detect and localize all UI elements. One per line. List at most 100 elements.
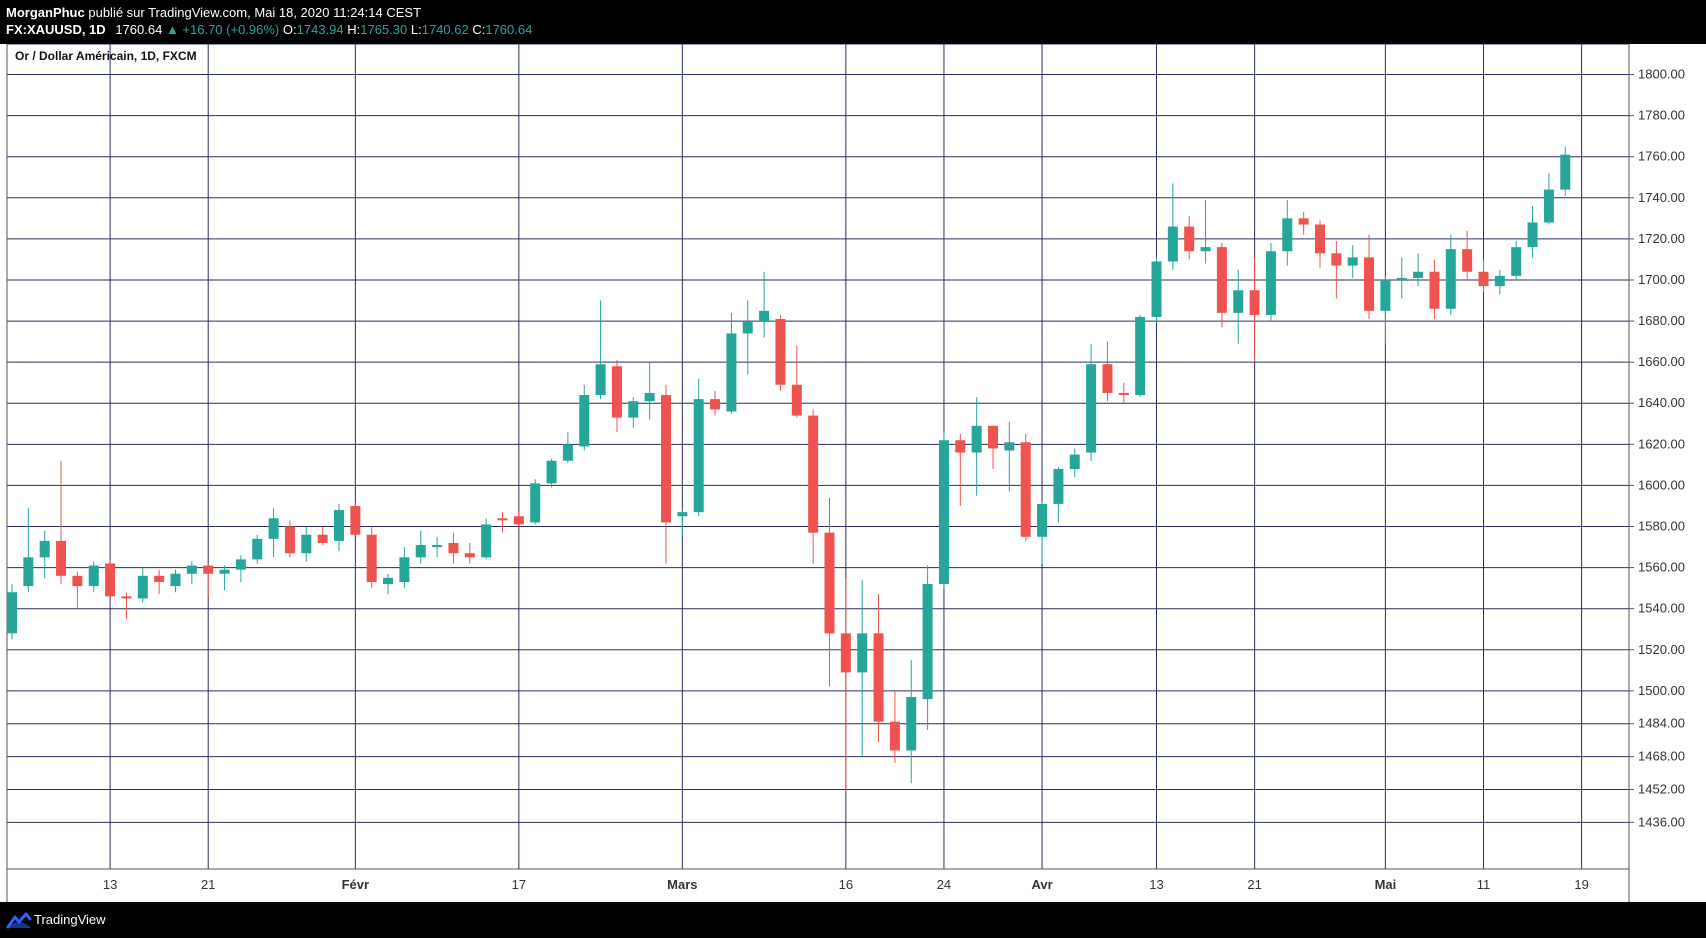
candle-up[interactable] xyxy=(481,524,492,558)
candle-up[interactable] xyxy=(170,573,181,587)
publisher-name[interactable]: MorganPhuc xyxy=(6,5,85,20)
candle-up[interactable] xyxy=(1494,275,1505,287)
candle-down[interactable] xyxy=(464,553,475,558)
tradingview-brand[interactable]: TradingView xyxy=(34,912,106,927)
candle-down[interactable] xyxy=(497,518,508,521)
candle-up[interactable] xyxy=(726,333,737,412)
candle-down[interactable] xyxy=(1102,364,1113,393)
candle-up[interactable] xyxy=(252,538,263,560)
candle-down[interactable] xyxy=(889,721,900,751)
candle-up[interactable] xyxy=(906,697,917,751)
candle-up[interactable] xyxy=(759,310,770,322)
candle-down[interactable] xyxy=(1184,226,1195,252)
candle-down[interactable] xyxy=(1364,257,1375,311)
candle-up[interactable] xyxy=(137,575,148,599)
candle-up[interactable] xyxy=(432,545,443,548)
candle-up[interactable] xyxy=(1151,261,1162,317)
candle-up[interactable] xyxy=(219,569,230,574)
candle-up[interactable] xyxy=(1380,279,1391,311)
candle-up[interactable] xyxy=(334,510,344,541)
candle-up[interactable] xyxy=(742,321,753,334)
candle-down[interactable] xyxy=(203,565,214,574)
candle-up[interactable] xyxy=(1527,222,1538,248)
candle-down[interactable] xyxy=(56,540,67,576)
candle-up[interactable] xyxy=(1511,247,1522,276)
candle-down[interactable] xyxy=(1478,271,1489,287)
candle-up[interactable] xyxy=(186,565,197,574)
candle-down[interactable] xyxy=(154,575,165,582)
candle-down[interactable] xyxy=(1331,253,1342,266)
candle-up[interactable] xyxy=(1347,257,1358,266)
candle-up[interactable] xyxy=(7,592,17,634)
candle-down[interactable] xyxy=(710,399,721,410)
candle-down[interactable] xyxy=(873,633,884,722)
symbol-name[interactable]: FX:XAUUSD, 1D xyxy=(6,22,106,37)
candle-up[interactable] xyxy=(693,399,704,513)
candle-up[interactable] xyxy=(301,534,312,554)
candle-down[interactable] xyxy=(611,366,622,418)
candle-up[interactable] xyxy=(1167,226,1178,262)
candle-down[interactable] xyxy=(955,440,966,453)
candle-down[interactable] xyxy=(105,563,116,597)
candle-down[interactable] xyxy=(1315,224,1325,254)
candle-up[interactable] xyxy=(1396,277,1407,280)
candle-down[interactable] xyxy=(121,596,132,599)
candle-up[interactable] xyxy=(1053,468,1064,504)
candle-down[interactable] xyxy=(824,532,835,634)
candle-up[interactable] xyxy=(922,584,933,700)
tradingview-logo-icon[interactable] xyxy=(6,911,32,929)
candle-up[interactable] xyxy=(1037,503,1048,537)
candle-down[interactable] xyxy=(1216,247,1227,313)
candle-up[interactable] xyxy=(595,364,606,396)
candle-up[interactable] xyxy=(1282,218,1293,252)
candle-down[interactable] xyxy=(350,505,361,535)
candle-down[interactable] xyxy=(840,633,851,673)
candle-up[interactable] xyxy=(677,512,688,517)
candle-up[interactable] xyxy=(1560,154,1571,190)
candle-down[interactable] xyxy=(1020,442,1031,537)
candle-up[interactable] xyxy=(857,633,868,673)
candle-up[interactable] xyxy=(88,565,99,587)
candle-down[interactable] xyxy=(988,425,998,449)
candle-down[interactable] xyxy=(317,534,328,543)
candle-down[interactable] xyxy=(284,526,295,554)
candle-down[interactable] xyxy=(448,542,459,554)
chart-title[interactable]: Or / Dollar Américain, 1D, FXCM xyxy=(15,49,197,63)
candle-down[interactable] xyxy=(775,319,786,385)
candle-up[interactable] xyxy=(1445,249,1456,309)
candle-up[interactable] xyxy=(1233,290,1244,313)
candle-down[interactable] xyxy=(1429,271,1440,309)
candle-up[interactable] xyxy=(1004,442,1015,451)
candle-up[interactable] xyxy=(383,577,394,585)
candle-up[interactable] xyxy=(644,392,655,402)
candle-up[interactable] xyxy=(530,483,541,523)
price-chart[interactable]: 1436.00 1452.00 1468.00 1484.00 1500.00 1520.… xyxy=(0,44,1706,902)
candle-up[interactable] xyxy=(562,444,573,461)
candle-up[interactable] xyxy=(268,518,279,539)
candle-up[interactable] xyxy=(546,460,557,484)
candle-up[interactable] xyxy=(415,545,426,558)
candle-up[interactable] xyxy=(1200,247,1211,252)
candle-up[interactable] xyxy=(628,401,639,418)
candle-down[interactable] xyxy=(1249,290,1260,315)
candle-up[interactable] xyxy=(39,540,50,558)
candle-up[interactable] xyxy=(1543,189,1554,223)
candle-up[interactable] xyxy=(235,559,246,570)
candle-down[interactable] xyxy=(1298,218,1309,225)
candle-down[interactable] xyxy=(513,516,524,525)
candle-up[interactable] xyxy=(1069,454,1080,469)
candle-up[interactable] xyxy=(23,557,34,587)
candle-up[interactable] xyxy=(1086,364,1097,453)
candle-up[interactable] xyxy=(1265,251,1276,315)
candle-down[interactable] xyxy=(661,395,671,523)
candle-down[interactable] xyxy=(366,534,377,582)
candle-down[interactable] xyxy=(808,415,819,533)
candle-up[interactable] xyxy=(1413,271,1424,278)
candle-up[interactable] xyxy=(399,557,410,582)
candle-down[interactable] xyxy=(1462,249,1473,272)
candle-down[interactable] xyxy=(1118,392,1129,396)
candle-up[interactable] xyxy=(971,425,982,453)
candle-down[interactable] xyxy=(791,384,802,416)
candle-up[interactable] xyxy=(579,395,590,447)
candle-down[interactable] xyxy=(72,575,83,587)
